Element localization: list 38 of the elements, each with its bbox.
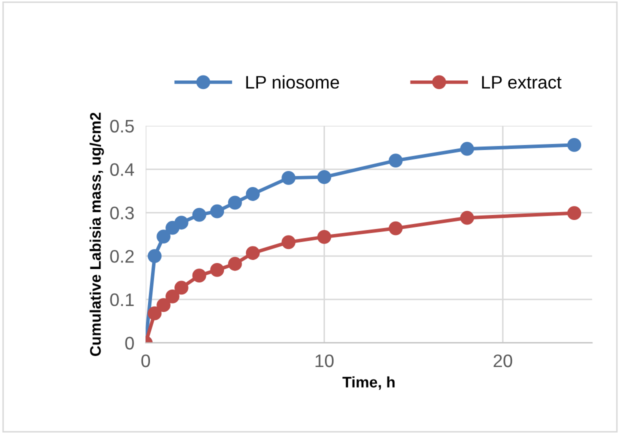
point	[460, 142, 474, 156]
point	[460, 210, 474, 225]
point	[210, 204, 224, 218]
point	[174, 216, 188, 230]
x-tick-label: 10	[316, 354, 334, 368]
point	[317, 170, 332, 184]
legend-label: LP niosome	[246, 75, 340, 89]
x-tick-label: 20	[494, 354, 512, 368]
point	[210, 263, 224, 277]
y-tick-label: 0.2	[110, 250, 134, 263]
legend-label: LP extract	[482, 76, 562, 89]
point	[192, 268, 206, 283]
x-tick-label: 0	[141, 354, 150, 368]
point	[228, 256, 242, 271]
y-tick-label: 0	[125, 336, 134, 350]
y-tick-label: 0.3	[110, 206, 134, 220]
point	[388, 221, 403, 236]
y-axis-title: Cumulative Labisia mass, ug/cm2	[90, 112, 104, 356]
point	[148, 306, 162, 320]
point	[317, 230, 332, 244]
point	[166, 289, 180, 304]
point	[156, 298, 170, 312]
point	[192, 208, 206, 222]
point	[156, 230, 170, 244]
point	[174, 280, 188, 295]
y-tick-label: 0.4	[110, 163, 134, 176]
point	[228, 196, 242, 210]
y-tick-label: 0.1	[110, 293, 134, 306]
point	[282, 235, 296, 250]
point	[388, 154, 403, 168]
point	[246, 187, 260, 201]
point	[567, 138, 582, 152]
point	[282, 170, 296, 185]
point	[567, 206, 582, 220]
y-tick-label: 0.5	[110, 120, 134, 133]
point	[246, 246, 260, 260]
point	[148, 249, 162, 264]
x-axis-title: Time, h	[342, 376, 395, 390]
